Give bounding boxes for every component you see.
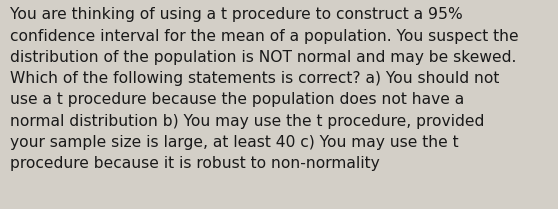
Text: You are thinking of using a t procedure to construct a 95%
confidence interval f: You are thinking of using a t procedure … <box>10 7 519 171</box>
